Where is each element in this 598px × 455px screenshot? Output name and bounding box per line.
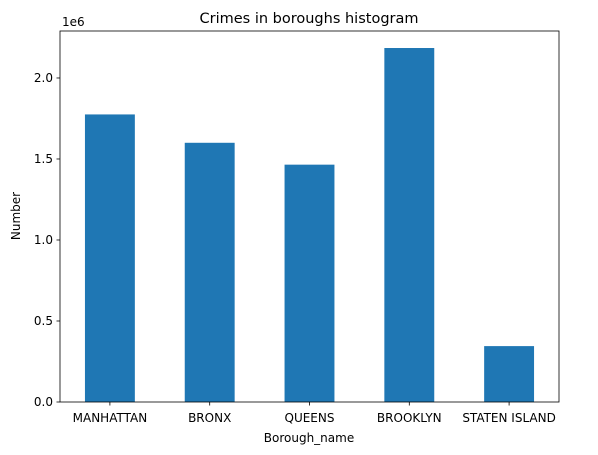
y-tick-label: 1.0: [34, 233, 53, 247]
x-tick-label: BRONX: [188, 411, 231, 425]
x-tick-label: QUEENS: [285, 411, 335, 425]
bar-staten-island: [484, 346, 535, 402]
x-axis-label: Borough_name: [264, 431, 354, 445]
y-tick-label: 0.5: [34, 314, 53, 328]
y-axis-scale-label: 1e6: [62, 15, 85, 29]
x-tick-label: STATEN ISLAND: [462, 411, 556, 425]
bar-brooklyn: [384, 48, 435, 402]
bar-manhattan: [84, 114, 135, 402]
x-ticks-group: MANHATTAN BRONX QUEENS BROOKLYN STATEN ISLAN…: [73, 402, 556, 425]
x-tick-label: BROOKLYN: [377, 411, 442, 425]
plot-frame: [59, 30, 560, 403]
bar-queens: [284, 164, 335, 402]
y-ticks-group: 0.0 0.5 1.0 1.5 2.0: [34, 71, 60, 409]
y-axis-label: Number: [9, 192, 23, 240]
y-tick-label: 2.0: [34, 71, 53, 85]
chart-title: Crimes in boroughs histogram: [200, 11, 419, 27]
y-tick-label: 1.5: [34, 152, 53, 166]
x-tick-label: MANHATTAN: [73, 411, 148, 425]
bar-bronx: [184, 142, 235, 403]
bars-group: [84, 48, 535, 403]
y-tick-label: 0.0: [34, 395, 53, 409]
